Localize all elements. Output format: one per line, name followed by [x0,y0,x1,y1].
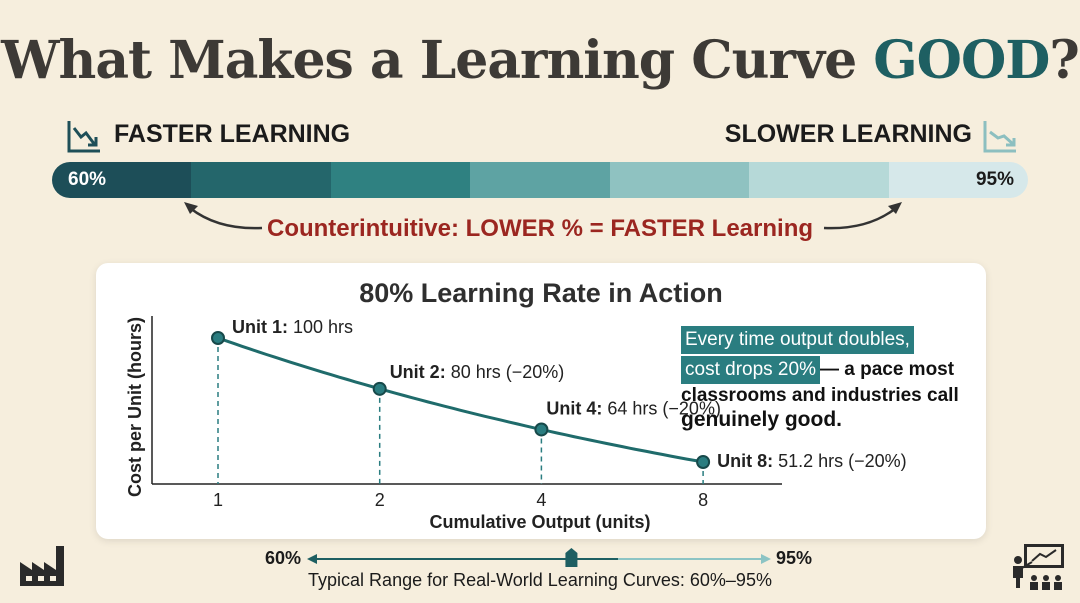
range-high-label: 95% [776,548,813,568]
scale-segment [609,162,750,198]
x-tick-label: 1 [213,490,223,510]
callout-box: Every time output doubles, cost drops 20… [681,326,981,432]
scale-segment [749,162,889,198]
scale-segment [52,162,192,198]
callout-highlight-2: cost drops 20% [681,356,820,384]
point-label: Unit 8: 51.2 hrs (−20%) [717,451,907,471]
title-accent: GOOD [873,30,1050,91]
range-low-label: 60% [265,548,302,568]
faster-learning-label: FASTER LEARNING [114,120,351,148]
range-caption: Typical Range for Real-World Learning Cu… [0,570,1080,591]
curved-arrow-right-icon [823,202,902,230]
curved-arrow-left-icon [184,202,263,230]
x-axis-label: Cumulative Output (units) [430,512,651,532]
chart-title: 80% Learning Rate in Action [359,278,723,308]
title-after: ? [1049,30,1079,91]
scale-right-value: 95% [975,169,1014,190]
point-label: Unit 4: 64 hrs (−20%) [546,398,721,418]
teacher-icon [1013,544,1064,590]
scale-segment [330,162,471,198]
point-label: Unit 2: 80 hrs (−20%) [390,362,565,382]
data-point [534,422,549,437]
data-point [372,381,387,396]
learning-curve-line [217,336,704,464]
scale-segment [191,162,331,198]
data-point [211,331,225,345]
trend-down-icon [67,121,100,153]
callout-line3: classrooms and industries call [681,385,959,406]
data-point [696,455,711,469]
factory-icon [20,546,64,586]
page-title: What Makes a Learning Curve GOOD? [0,30,1080,91]
point-label: Unit 1: 100 hrs [232,317,353,337]
x-tick-label: 4 [536,490,546,510]
x-tick-label: 2 [375,490,385,510]
callout-line2-rest: — a pace most [819,359,955,380]
scale-segment [888,162,1028,198]
range-caption-bold: Typical Range for Real-World Learning Cu… [308,570,685,590]
x-tick-label: 8 [698,490,708,510]
counterintuitive-note: Counterintuitive: LOWER % = FASTER Learn… [266,215,814,242]
scale-left-value: 60% [68,169,107,190]
trend-down-icon [983,121,1016,153]
scale-segment [470,162,610,198]
callout-line4: genuinely good. [681,408,842,431]
callout-highlight-1: Every time output doubles, [681,326,914,354]
y-axis-label: Cost per Unit (hours) [125,317,145,497]
slower-learning-label: SLOWER LEARNING [724,120,972,148]
learning-rate-scale-bar [52,162,1028,198]
title-before: What Makes a Learning Curve [1,30,874,91]
range-caption-value: 60%–95% [689,570,772,590]
chart-card [96,263,986,539]
